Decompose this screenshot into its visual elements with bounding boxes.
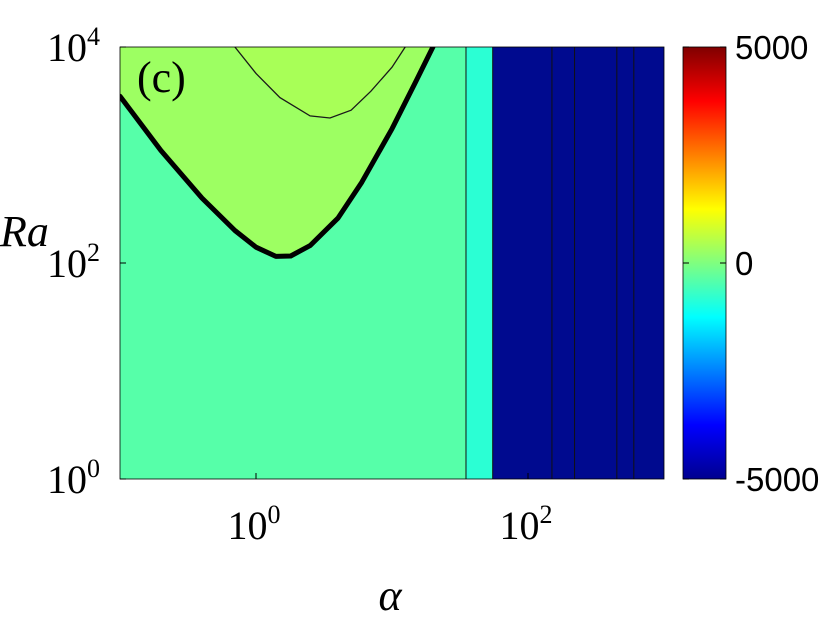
neutral-curve-line	[120, 47, 436, 259]
inner-contour-line	[234, 47, 406, 119]
panel-label: (c)	[137, 53, 186, 102]
colorbar-tick-label: -5000	[735, 461, 819, 498]
x-tick-label: 100	[228, 500, 281, 548]
x-axis-label: α	[378, 571, 402, 620]
region-dark-band	[492, 47, 664, 479]
colorbar-ticks: 5000 0 -5000	[683, 29, 819, 498]
colorbar-tick-label: 0	[735, 245, 753, 282]
x-axis-ticks: 100 102	[228, 473, 553, 548]
band-boundary-lines	[465, 47, 635, 479]
y-axis-label: Ra	[0, 207, 49, 256]
y-tick-label: 104	[47, 22, 100, 70]
colorbar	[682, 46, 727, 480]
y-tick-label: 100	[47, 454, 100, 502]
x-tick-label: 102	[500, 500, 553, 548]
region-top-level	[234, 47, 406, 118]
y-tick-label: 102	[47, 238, 100, 286]
y-axis-ticks: 100 102 104	[47, 22, 126, 502]
plot-area	[120, 47, 664, 479]
region-cyan-band	[465, 47, 493, 479]
colorbar-tick-label: 5000	[735, 29, 808, 66]
